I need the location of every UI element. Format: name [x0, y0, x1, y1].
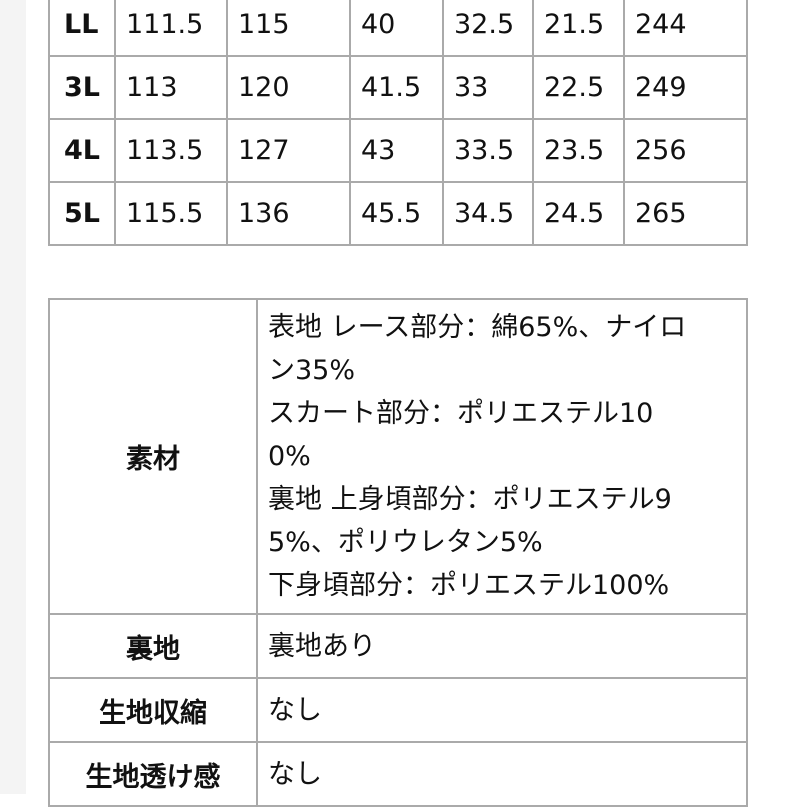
size-table: LL 111.5 115 40 32.5 21.5 244 3L 113 120 41.5 33 22.…	[48, 0, 748, 246]
spec-label: 素材	[48, 298, 258, 615]
measurement-cell: 256	[623, 118, 748, 183]
measurement-cell: 32.5	[442, 0, 534, 57]
size-label: 5L	[48, 181, 116, 246]
size-row: 5L 115.5 136 45.5 34.5 24.5 265	[48, 181, 748, 246]
spec-label: 裏地	[48, 613, 258, 679]
spec-row: 素材 表地 レース部分：綿65%、ナイロ ン35% スカート部分：ポリエステル10 0%…	[48, 298, 748, 615]
spec-value-line: 5%、ポリウレタン5%	[268, 527, 543, 558]
spec-value-line: 表地 レース部分：綿65%、ナイロ	[268, 312, 687, 343]
measurement-cell: 115.5	[114, 181, 228, 246]
spec-row: 生地収縮 なし	[48, 677, 748, 743]
size-row: 3L 113 120 41.5 33 22.5 249	[48, 55, 748, 120]
measurement-cell: 115	[226, 0, 351, 57]
measurement-cell: 22.5	[532, 55, 625, 120]
spec-label: 生地透け感	[48, 741, 258, 807]
page-margin	[0, 0, 26, 794]
spec-value-line: なし	[268, 758, 322, 790]
size-label: 3L	[48, 55, 116, 120]
spec-label: 生地収縮	[48, 677, 258, 743]
measurement-cell: 111.5	[114, 0, 228, 57]
measurement-cell: 34.5	[442, 181, 534, 246]
spec-value-line: 裏地あり	[268, 630, 376, 662]
measurement-cell: 23.5	[532, 118, 625, 183]
spec-table: 素材 表地 レース部分：綿65%、ナイロ ン35% スカート部分：ポリエステル10 0%…	[48, 298, 748, 807]
measurement-cell: 244	[623, 0, 748, 57]
measurement-cell: 45.5	[349, 181, 444, 246]
measurement-cell: 43	[349, 118, 444, 183]
measurement-cell: 127	[226, 118, 351, 183]
spec-value-line: ン35%	[268, 355, 356, 386]
measurement-cell: 40	[349, 0, 444, 57]
measurement-cell: 113	[114, 55, 228, 120]
spec-value-line: 下身頃部分：ポリエステル100%	[268, 570, 670, 601]
measurement-cell: 265	[623, 181, 748, 246]
measurement-cell: 21.5	[532, 0, 625, 57]
measurement-cell: 24.5	[532, 181, 625, 246]
spec-value-line: 裏地 上身頃部分：ポリエステル9	[268, 484, 672, 515]
spec-value-line: 0%	[268, 441, 311, 472]
spec-value: なし	[256, 677, 748, 743]
spec-row: 裏地 裏地あり	[48, 613, 748, 679]
measurement-cell: 120	[226, 55, 351, 120]
spec-value: なし	[256, 741, 748, 807]
size-label: LL	[48, 0, 116, 57]
spec-value-line: スカート部分：ポリエステル10	[268, 398, 654, 429]
spec-value-line: なし	[268, 694, 322, 726]
measurement-cell: 249	[623, 55, 748, 120]
spec-value: 裏地あり	[256, 613, 748, 679]
size-label: 4L	[48, 118, 116, 183]
measurement-cell: 136	[226, 181, 351, 246]
measurement-cell: 33	[442, 55, 534, 120]
measurement-cell: 33.5	[442, 118, 534, 183]
size-row: 4L 113.5 127 43 33.5 23.5 256	[48, 118, 748, 183]
spec-value: 表地 レース部分：綿65%、ナイロ ン35% スカート部分：ポリエステル10 0% 裏地…	[256, 298, 748, 615]
measurement-cell: 113.5	[114, 118, 228, 183]
measurement-cell: 41.5	[349, 55, 444, 120]
size-row: LL 111.5 115 40 32.5 21.5 244	[48, 0, 748, 57]
spec-row: 生地透け感 なし	[48, 741, 748, 807]
